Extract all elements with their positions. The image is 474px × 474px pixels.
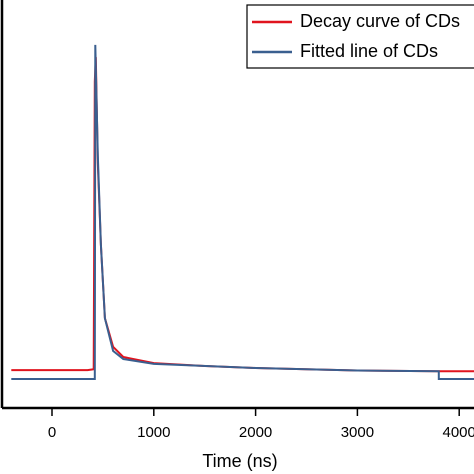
- x-tick-label: 1000: [137, 424, 170, 441]
- plot-area: [11, 44, 474, 380]
- line-series: [11, 44, 474, 380]
- x-tick-label: 0: [48, 424, 56, 441]
- line-series: [11, 57, 474, 373]
- legend-label: Fitted line of CDs: [300, 41, 438, 61]
- legend-box: [246, 4, 474, 69]
- legend: Decay curve of CDs Fitted line of CDs: [246, 4, 474, 69]
- x-tick-label: 3000: [341, 424, 374, 441]
- x-tick-label: 4000: [443, 424, 474, 441]
- x-tick-label: 2000: [239, 424, 272, 441]
- x-axis-label: Time (ns): [202, 451, 277, 471]
- legend-label: Decay curve of CDs: [300, 11, 460, 31]
